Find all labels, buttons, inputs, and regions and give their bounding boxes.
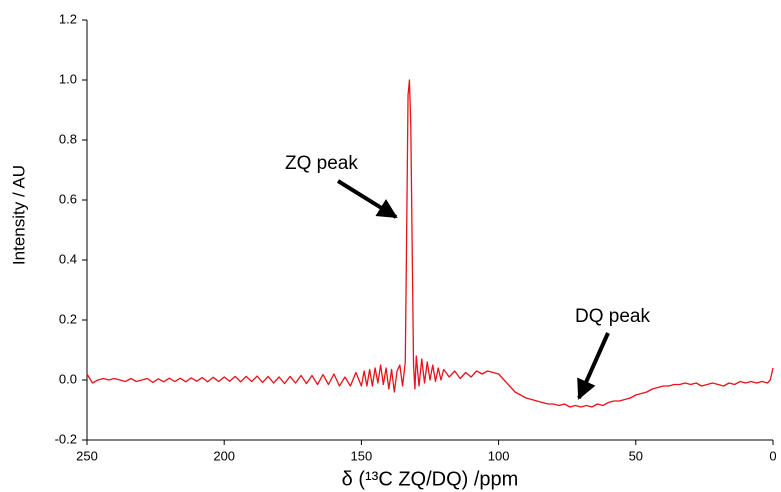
x-tick-label: 50: [629, 448, 643, 463]
y-tick-label: 0.0: [59, 371, 77, 386]
annotation: DQ peak: [575, 306, 650, 327]
arrow: [336, 179, 398, 219]
y-axis-label: Intensity / AU: [9, 165, 28, 265]
annotation: ZQ peak: [285, 153, 358, 174]
y-tick-label: -0.2: [55, 431, 77, 446]
y-tick-label: 0.4: [59, 251, 77, 266]
x-tick-label: 0: [769, 448, 776, 463]
y-tick-label: 1.0: [59, 71, 77, 86]
arrow: [577, 332, 610, 400]
y-tick-label: 0.8: [59, 131, 77, 146]
y-tick-label: 1.2: [59, 11, 77, 26]
x-tick-label: 250: [76, 448, 98, 463]
x-tick-label: 200: [213, 448, 235, 463]
y-tick-label: 0.2: [59, 311, 77, 326]
x-tick-label: 100: [488, 448, 510, 463]
data-line: [86, 79, 774, 408]
y-tick-label: 0.6: [59, 191, 77, 206]
x-axis-label: δ (¹³C ZQ/DQ) /ppm: [342, 468, 519, 490]
x-tick-label: 150: [351, 448, 373, 463]
